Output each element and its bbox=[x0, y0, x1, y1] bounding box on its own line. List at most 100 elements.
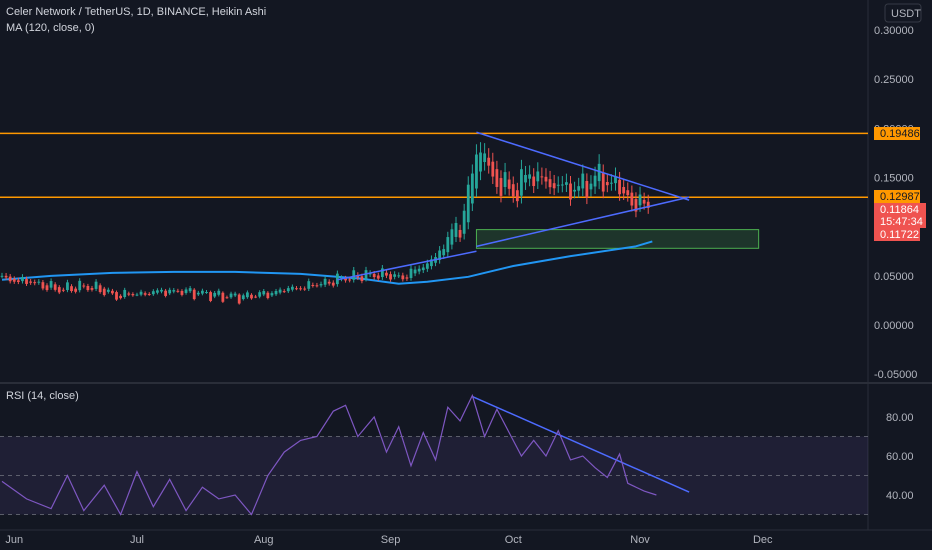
candle-body bbox=[233, 293, 237, 296]
badge-resistance-high bbox=[874, 127, 920, 140]
candle bbox=[188, 285, 192, 294]
rsi-tick-label: 40.00 bbox=[886, 490, 914, 502]
candle-body bbox=[507, 179, 511, 189]
candle-body bbox=[61, 289, 65, 291]
currency-button[interactable] bbox=[884, 3, 922, 23]
candle-body bbox=[368, 273, 372, 275]
candle-body bbox=[405, 277, 409, 279]
candle-body bbox=[495, 169, 499, 187]
candle-body bbox=[393, 274, 397, 277]
candle bbox=[344, 275, 347, 283]
candle bbox=[454, 216, 458, 243]
candle bbox=[589, 175, 593, 197]
candle bbox=[614, 167, 617, 191]
trendline-lower[interactable] bbox=[476, 196, 690, 248]
candle-body bbox=[610, 182, 613, 184]
candle-body bbox=[90, 288, 94, 290]
candle bbox=[605, 173, 609, 193]
candle bbox=[172, 288, 176, 294]
candle-body bbox=[250, 294, 253, 299]
candle bbox=[94, 279, 98, 292]
candle bbox=[278, 287, 282, 295]
candle-body bbox=[401, 275, 405, 280]
candle-body bbox=[74, 288, 78, 292]
candle bbox=[593, 166, 597, 194]
candle-body bbox=[466, 184, 470, 223]
candle bbox=[335, 270, 339, 287]
candle-body bbox=[601, 172, 605, 192]
candle-body bbox=[147, 293, 151, 295]
candle-body bbox=[438, 250, 442, 260]
candle bbox=[520, 159, 523, 204]
candle-body bbox=[139, 291, 143, 295]
candle-body bbox=[21, 277, 24, 282]
candle-body bbox=[151, 291, 155, 295]
candle bbox=[8, 273, 12, 284]
candle-body bbox=[278, 289, 282, 293]
candle-body bbox=[344, 278, 347, 281]
candle bbox=[74, 286, 78, 294]
candle bbox=[601, 164, 605, 199]
candle-body bbox=[295, 288, 298, 290]
candle-body bbox=[372, 273, 376, 278]
candle bbox=[417, 265, 421, 275]
candle bbox=[217, 288, 221, 297]
ma-indicator-label: MA (120, close, 0) bbox=[6, 22, 95, 34]
candle-body bbox=[78, 280, 82, 291]
candle bbox=[515, 182, 519, 208]
candle bbox=[45, 283, 49, 292]
candle bbox=[119, 294, 123, 300]
candle bbox=[295, 286, 298, 291]
badge-ma-value bbox=[874, 228, 920, 241]
trendlines[interactable] bbox=[337, 131, 690, 493]
candle-body bbox=[589, 183, 593, 190]
rsi-indicator-label: RSI (14, close) bbox=[6, 390, 79, 402]
candle bbox=[552, 174, 556, 196]
candle bbox=[585, 173, 589, 205]
candle-body bbox=[164, 290, 167, 296]
candle bbox=[221, 291, 225, 303]
candle-body bbox=[638, 194, 642, 206]
candle bbox=[299, 286, 302, 291]
candle-body bbox=[585, 181, 589, 198]
candle-body bbox=[37, 281, 41, 283]
demand-zone bbox=[475, 229, 760, 249]
trendline-base[interactable] bbox=[337, 250, 477, 281]
demand-zone-rect[interactable] bbox=[475, 229, 760, 249]
candle bbox=[82, 283, 86, 289]
candle bbox=[311, 282, 315, 288]
candle bbox=[581, 164, 585, 196]
candle-body bbox=[106, 289, 110, 292]
candle-body bbox=[446, 237, 450, 253]
trendline-upper[interactable] bbox=[476, 131, 690, 201]
candle bbox=[139, 289, 143, 297]
candle bbox=[315, 282, 319, 288]
ma-line bbox=[1, 240, 653, 285]
candle bbox=[401, 272, 405, 282]
candle bbox=[233, 291, 237, 298]
candle bbox=[393, 271, 397, 280]
price-tick-label: 0.25000 bbox=[874, 74, 914, 86]
candle bbox=[29, 278, 33, 285]
candle-body bbox=[8, 276, 12, 282]
candle bbox=[33, 279, 37, 286]
candle bbox=[209, 290, 212, 303]
candle bbox=[409, 265, 413, 281]
trendline-rsi-down[interactable] bbox=[472, 395, 690, 493]
candle bbox=[610, 174, 613, 191]
candle-body bbox=[470, 173, 474, 204]
candle bbox=[49, 278, 53, 290]
candle-body bbox=[156, 290, 159, 293]
candle-body bbox=[213, 292, 217, 297]
candle bbox=[380, 265, 384, 280]
candle bbox=[577, 177, 581, 198]
candle bbox=[66, 279, 69, 293]
candle bbox=[532, 168, 536, 193]
candle bbox=[37, 279, 41, 285]
candle-body bbox=[323, 278, 327, 285]
candle-body bbox=[115, 292, 118, 300]
candle bbox=[192, 288, 196, 301]
candle bbox=[618, 171, 621, 201]
candle-body bbox=[180, 290, 184, 295]
